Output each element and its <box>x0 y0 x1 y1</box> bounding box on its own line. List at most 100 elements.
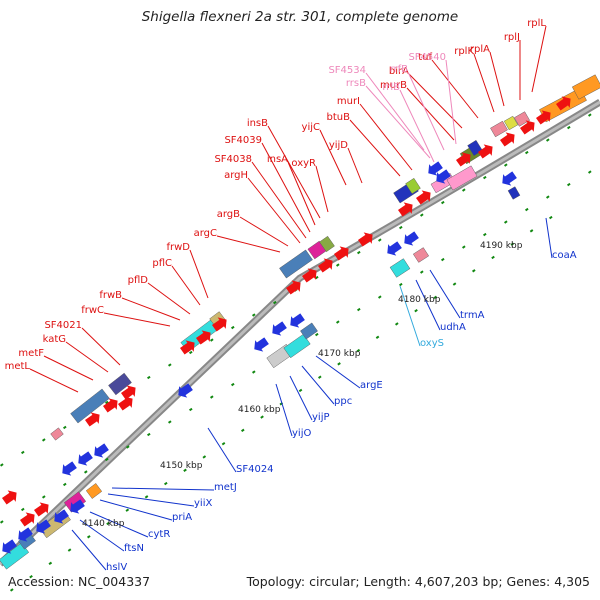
tick-dot-24 <box>504 163 508 167</box>
tick-dot-31 <box>41 495 46 499</box>
label-forward-frwC: frwC <box>81 305 104 316</box>
tick-dot-8 <box>168 363 172 367</box>
reverse-gene-arrow-8 <box>78 451 93 466</box>
label-forward-oxyR: oxyR <box>291 158 316 169</box>
tick-dot-32 <box>62 482 67 487</box>
tick-dot-45 <box>336 320 340 324</box>
tick-dots <box>0 113 592 592</box>
tick-dot-18 <box>378 238 382 242</box>
tick-dot-52 <box>483 232 487 237</box>
tick-dot-71 <box>260 415 264 419</box>
gene-block-0 <box>70 388 110 424</box>
map-title: Shigella flexneri 2a str. 301, complete … <box>141 9 459 25</box>
tick-dot-82 <box>472 269 476 273</box>
label-forward-argB: argB <box>217 209 240 220</box>
tick-dot-54 <box>525 207 529 212</box>
gene-block-6 <box>319 235 335 253</box>
tick-dot-27 <box>567 125 571 130</box>
tick-dot-5 <box>105 400 109 405</box>
reverse-gene-arrow-9 <box>94 443 109 458</box>
forward-gene-arrow-12 <box>416 190 431 205</box>
gene-block-14 <box>503 115 519 131</box>
label-forward-SF4039-leader <box>261 142 311 233</box>
tick-dot-85 <box>529 229 534 233</box>
tick-labels: 4140 kbp 4150 kbp 4160 kbp 4170 kbp 4180 kbp… <box>82 241 523 529</box>
tick-dot-67 <box>183 468 187 472</box>
tick-dot-55 <box>546 195 550 199</box>
tick-label-0: 4140 kbp <box>82 519 125 529</box>
tick-dot-39 <box>210 395 214 399</box>
label-reverse-cytR: cytR <box>148 529 170 540</box>
reverse-gene-arrow-14 <box>54 509 69 524</box>
label-forward-argH: argH <box>224 170 248 181</box>
tick-dot-49 <box>420 270 424 274</box>
tick-dot-44 <box>315 332 319 337</box>
label-forward-argH-leader <box>247 177 301 244</box>
accession-text: Accession: NC_004337 <box>8 574 151 589</box>
tick-dot-21 <box>441 200 445 205</box>
label-reverse-yijP: yijP <box>312 412 330 423</box>
tick-dot-57 <box>588 170 592 174</box>
forward-gene-arrow-13 <box>456 152 471 167</box>
tick-label-3: 4170 kbp <box>318 349 361 359</box>
tick-dot-62 <box>87 535 91 539</box>
tick-dot-20 <box>420 213 424 217</box>
label-forward-murB: murB <box>380 80 407 91</box>
tick-dot-66 <box>164 481 168 486</box>
label-forward-frwB: frwB <box>99 290 122 301</box>
label-forward-murI: murI <box>337 96 360 107</box>
tick-dot-15 <box>315 275 319 280</box>
reverse-gene-arrow-1 <box>272 321 287 336</box>
tick-dot-83 <box>491 255 495 260</box>
reverse-gene-arrow-2 <box>290 313 305 328</box>
label-forward-metL-leader <box>29 368 79 393</box>
label-reverse-yijO: yijO <box>292 428 311 439</box>
tick-dot-34 <box>105 457 109 462</box>
label-forward-insB-leader <box>267 125 321 219</box>
label-forward-SF4038: SF4038 <box>214 154 252 165</box>
label-reverse-hslV-leader <box>71 529 107 571</box>
tick-dot-47 <box>378 295 382 299</box>
label-reverse-trmA-leader <box>429 269 461 319</box>
label-reverse-argE-leader <box>315 355 361 389</box>
label-forward-btuB-leader <box>349 119 401 177</box>
gene-block-21 <box>389 258 411 278</box>
label-reverse-SF4024-leader <box>207 427 237 473</box>
label-rna-rrfB-leader <box>407 71 445 151</box>
gene-block-19 <box>283 333 311 359</box>
tick-dot-37 <box>168 420 172 424</box>
tick-dot-17 <box>356 250 361 255</box>
tick-dot-36 <box>147 432 151 437</box>
label-forward-rplK: rplK <box>454 46 474 57</box>
reverse-gene-arrow-4 <box>387 241 402 256</box>
forward-gene-arrow-11 <box>398 202 413 217</box>
tick-dot-86 <box>549 215 553 220</box>
reverse-gene-arrow-16 <box>436 169 451 184</box>
tick-dot-22 <box>462 188 466 192</box>
label-reverse-trmA: trmA <box>460 310 485 321</box>
gene-features <box>0 74 600 570</box>
label-forward-argC: argC <box>194 228 217 239</box>
tick-dot-46 <box>357 307 361 312</box>
label-forward-metF-leader <box>43 355 94 381</box>
tick-dot-48 <box>399 282 403 287</box>
forward-gene-arrow-14 <box>478 144 493 159</box>
label-reverse-yiiX: yiiX <box>194 498 212 509</box>
label-forward-rplL-leader <box>531 25 547 93</box>
tick-dot-9 <box>189 350 193 355</box>
forward-gene-arrow-9 <box>334 246 349 261</box>
label-rna-rrfB: rrfB <box>390 64 409 75</box>
label-forward-SF4021: SF4021 <box>44 320 82 331</box>
label-forward-tuf-leader <box>431 59 479 119</box>
tick-dot-28 <box>588 113 592 117</box>
tick-label-1: 4150 kbp <box>160 461 203 471</box>
label-reverse-oxyS: oxyS <box>420 338 444 349</box>
label-reverse-cytR-leader <box>89 511 149 538</box>
label-reverse-udhA-leader <box>415 279 441 331</box>
label-rna-rrlB-leader <box>399 89 435 163</box>
tick-dot-61 <box>67 548 72 552</box>
tick-dot-38 <box>189 407 193 412</box>
label-forward-frwD: frwD <box>166 242 190 253</box>
label-forward-rplK-leader <box>473 53 495 113</box>
